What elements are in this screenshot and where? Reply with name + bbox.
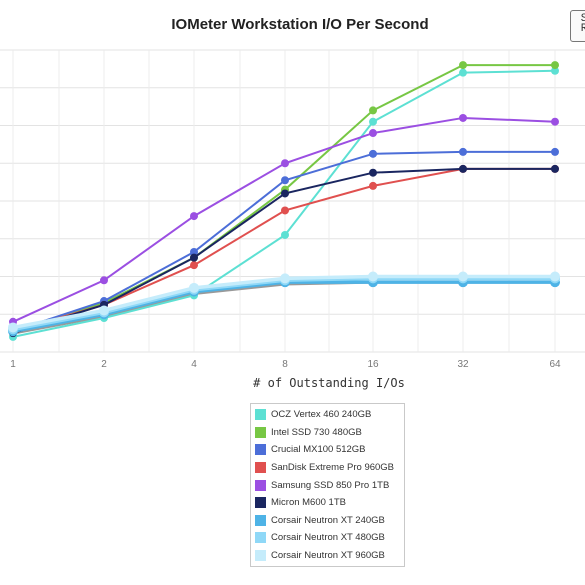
x-tick-label: 64: [549, 359, 561, 370]
data-point: [100, 276, 108, 285]
data-point: [280, 273, 290, 284]
x-axis-label: # of Outstanding I/Os: [253, 376, 405, 390]
data-point: [551, 164, 559, 173]
data-point: [459, 113, 467, 122]
data-point: [550, 271, 560, 282]
data-point: [459, 61, 467, 70]
data-point: [368, 271, 378, 282]
x-axis-ticks: 1 2 4 8 16 32 64: [10, 359, 561, 370]
legend-label: OCZ Vertex 460 240GB: [271, 409, 372, 421]
data-point: [369, 149, 377, 158]
chart-grid: [0, 49, 585, 353]
data-point: [190, 247, 198, 256]
legend-item: Corsair Neutron XT 960GB: [255, 547, 400, 565]
data-point: [551, 66, 559, 75]
data-point: [459, 147, 467, 156]
legend-label: Corsair Neutron XT 960GB: [271, 550, 385, 562]
data-point: [281, 159, 289, 168]
series-line: [12, 116, 556, 323]
x-tick-label: 2: [101, 359, 107, 370]
legend-item: Micron M600 1TB: [255, 494, 400, 512]
data-point: [551, 147, 559, 156]
data-point: [369, 168, 377, 177]
legend-label: Crucial MX100 512GB: [271, 444, 366, 456]
chart-legend: OCZ Vertex 460 240GB Intel SSD 730 480GB C…: [250, 403, 405, 568]
legend-item: Intel SSD 730 480GB: [255, 424, 400, 442]
legend-swatch: [255, 479, 266, 491]
data-point: [190, 253, 198, 262]
legend-swatch: [255, 426, 266, 438]
data-point: [281, 230, 289, 239]
x-tick-label: 4: [191, 359, 197, 370]
legend-label: SanDisk Extreme Pro 960GB: [271, 462, 395, 474]
legend-swatch: [255, 462, 266, 474]
legend-swatch: [255, 409, 266, 421]
data-point: [99, 305, 109, 316]
series-line: [12, 69, 556, 338]
legend-item: SanDisk Extreme Pro 960GB: [255, 459, 400, 477]
x-tick-label: 32: [457, 359, 469, 370]
chart-series: [8, 61, 560, 341]
data-point: [369, 129, 377, 138]
data-point: [281, 189, 289, 198]
data-point: [189, 282, 199, 293]
legend-item: Crucial MX100 512GB: [255, 441, 400, 459]
legend-item: Samsung SSD 850 Pro 1TB: [255, 476, 400, 494]
data-point: [551, 117, 559, 126]
x-tick-label: 16: [367, 359, 379, 370]
legend-item: Corsair Neutron XT 480GB: [255, 529, 400, 547]
data-point: [369, 181, 377, 190]
line-chart: 1 2 4 8 16 32 64 # of Outstanding I/Os: [0, 49, 585, 390]
data-point: [458, 271, 468, 282]
legend-label: Micron M600 1TB: [271, 497, 346, 509]
legend-swatch: [255, 532, 266, 544]
legend-label: Samsung SSD 850 Pro 1TB: [271, 479, 390, 491]
legend-swatch: [255, 497, 266, 509]
data-point: [551, 61, 559, 70]
legend-item: Corsair Neutron XT 240GB: [255, 512, 400, 530]
series-line: [12, 64, 555, 333]
legend-label: Corsair Neutron XT 480GB: [271, 532, 385, 544]
x-tick-label: 1: [10, 359, 16, 370]
data-point: [369, 106, 377, 115]
chart-title: IOMeter Workstation I/O Per Second: [171, 16, 429, 33]
data-point: [281, 176, 289, 185]
legend-swatch: [255, 514, 266, 526]
data-point: [369, 117, 377, 126]
legend-swatch: [255, 444, 266, 456]
legend-swatch: [255, 550, 266, 562]
x-tick-label: 8: [282, 359, 288, 370]
data-point: [459, 164, 467, 173]
legend-item: OCZ Vertex 460 240GB: [255, 406, 400, 424]
legend-label: Intel SSD 730 480GB: [271, 426, 362, 438]
data-point: [8, 322, 18, 333]
data-point: [281, 206, 289, 215]
legend-label: Corsair Neutron XT 240GB: [271, 514, 385, 526]
data-point: [190, 212, 198, 221]
data-point: [459, 68, 467, 77]
data-point: [190, 261, 198, 270]
